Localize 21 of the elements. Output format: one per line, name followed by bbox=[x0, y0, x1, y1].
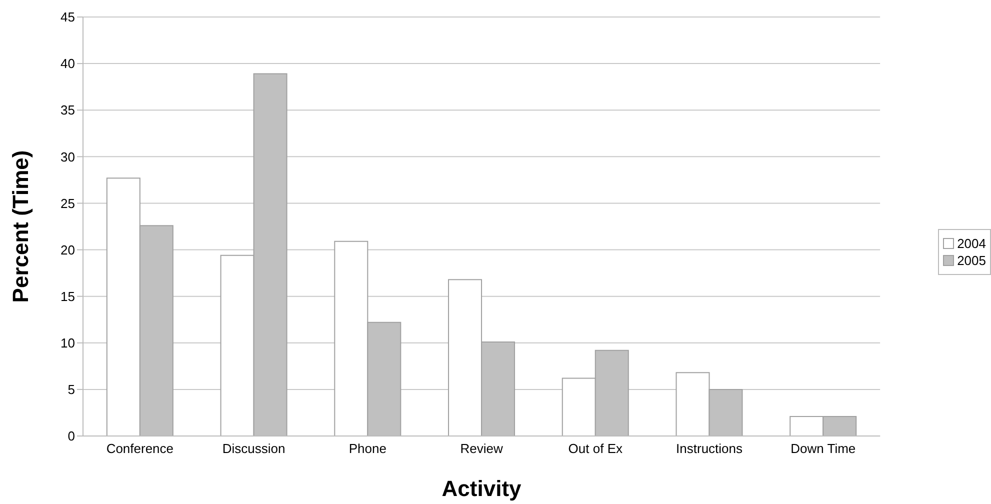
x-axis-title: Activity bbox=[442, 476, 522, 501]
y-tick-label: 15 bbox=[60, 288, 75, 304]
legend-label: 2005 bbox=[957, 253, 986, 268]
y-tick-label: 20 bbox=[60, 242, 75, 258]
y-tick-label: 5 bbox=[68, 382, 75, 398]
y-tick-label: 30 bbox=[60, 149, 75, 164]
x-tick-label: Review bbox=[460, 441, 504, 456]
legend-label: 2004 bbox=[957, 236, 986, 251]
y-tick-label: 35 bbox=[60, 102, 75, 118]
y-tick-label: 40 bbox=[60, 56, 75, 72]
y-tick-label: 0 bbox=[68, 428, 75, 444]
x-tick-label: Conference bbox=[106, 441, 174, 456]
y-tick-label: 10 bbox=[60, 336, 75, 351]
y-axis-title: Percent (Time) bbox=[8, 150, 33, 303]
x-tick-label: Phone bbox=[348, 441, 386, 456]
y-tick-label: 25 bbox=[60, 196, 75, 211]
x-tick-label: Down Time bbox=[790, 441, 856, 456]
y-tick-label: 45 bbox=[60, 10, 75, 25]
x-tick-label: Out of Ex bbox=[568, 441, 623, 456]
x-tick-label: Instructions bbox=[676, 441, 744, 456]
x-tick-label: Discussion bbox=[222, 441, 286, 456]
